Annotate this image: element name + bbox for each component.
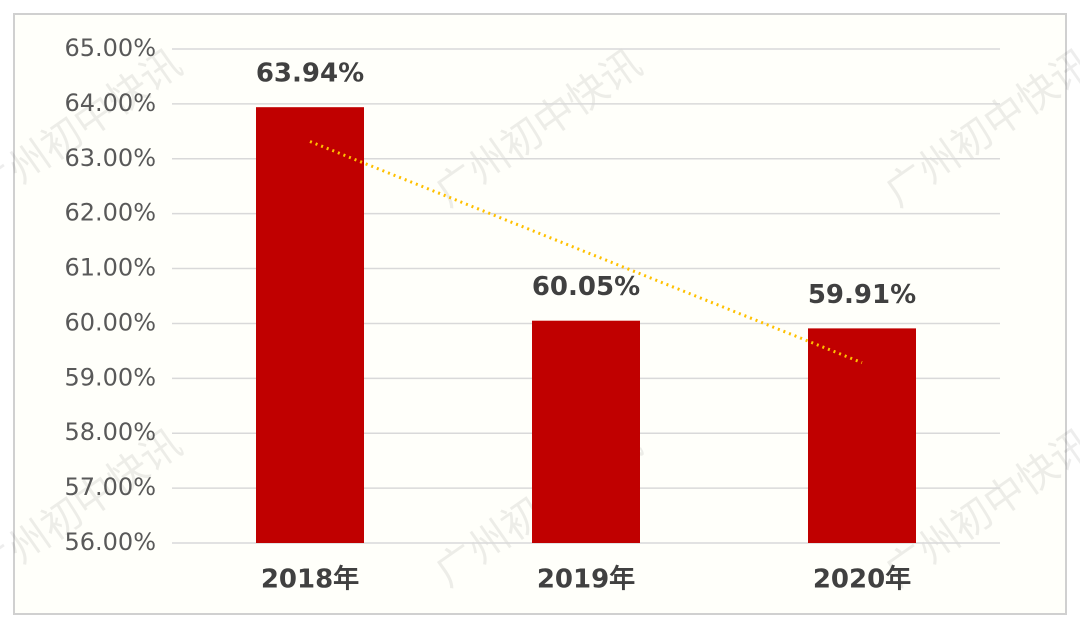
data-label: 63.94% (256, 59, 364, 89)
bar (808, 328, 916, 543)
y-tick-label: 63.00% (64, 144, 156, 172)
x-tick-label: 2020年 (813, 564, 911, 595)
bar (532, 320, 640, 543)
y-tick-label: 65.00% (64, 34, 156, 62)
data-label: 60.05% (532, 272, 640, 302)
x-tick-label: 2018年 (261, 564, 359, 595)
y-tick-label: 62.00% (64, 199, 156, 227)
y-tick-label: 56.00% (64, 528, 156, 556)
y-tick-label: 57.00% (64, 473, 156, 501)
bar (256, 107, 364, 543)
y-tick-label: 61.00% (64, 254, 156, 282)
y-tick-label: 60.00% (64, 308, 156, 336)
data-label: 59.91% (808, 280, 916, 310)
y-tick-label: 59.00% (64, 363, 156, 391)
y-tick-label: 58.00% (64, 418, 156, 446)
y-tick-label: 64.00% (64, 89, 156, 117)
x-tick-label: 2019年 (537, 564, 635, 595)
